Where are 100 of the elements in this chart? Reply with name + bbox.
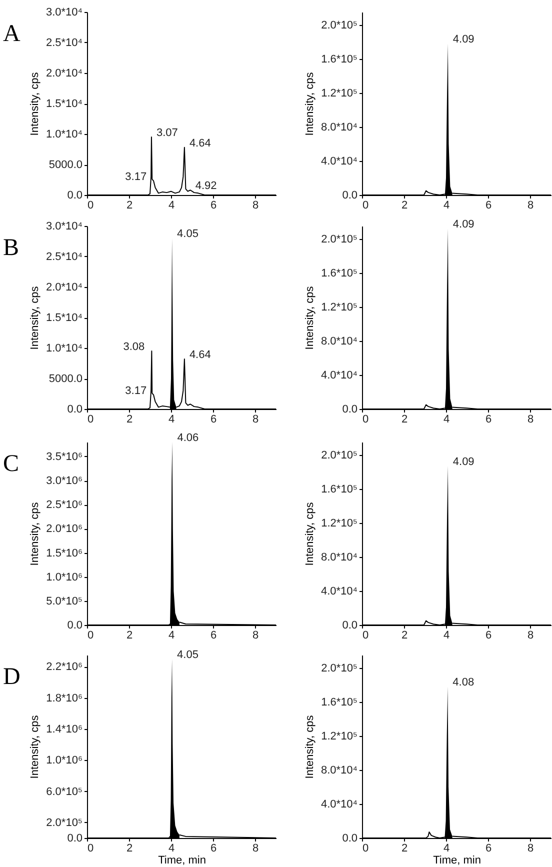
x-tick-label: 0: [88, 414, 94, 426]
x-tick-label: 4: [443, 414, 450, 426]
y-tick-label: 1.4*10⁶: [46, 723, 82, 736]
y-tick-label: 2.0*10⁵: [321, 19, 358, 32]
y-tick-label: 2.0*10⁵: [321, 662, 358, 674]
x-tick-label: 6: [210, 200, 217, 212]
y-tick-label: 1.6*10⁵: [321, 267, 358, 280]
y-tick-label: 8.0*10⁴: [320, 764, 358, 776]
annotation: 4.05: [177, 648, 198, 661]
y-axis-title: Intensity, cps: [304, 286, 316, 350]
y-tick-label: 5000.0: [48, 159, 82, 171]
annotation: 3.08: [123, 341, 145, 354]
y-tick-label: 3.0*10⁶: [46, 475, 82, 488]
y-axis-title: Intensity, cps: [304, 502, 316, 566]
y-tick-label: 1.0*10⁶: [46, 754, 82, 767]
y-tick-label: 2.5*10⁶: [46, 499, 82, 512]
x-tick-label: 8: [527, 630, 534, 642]
y-tick-label: 0.0: [342, 620, 358, 632]
annotation: 4.08: [452, 676, 474, 688]
y-axis-title: Intensity, cps: [29, 714, 42, 779]
chart-title: D: [3, 664, 20, 690]
y-tick-label: 5.0*10⁵: [46, 595, 82, 608]
y-tick-label: 0.0: [67, 404, 82, 416]
annotation: 4.64: [189, 137, 211, 150]
x-tick-label: 0: [362, 630, 369, 642]
x-tick-label: 8: [252, 414, 259, 426]
x-tick-label: 2: [401, 630, 408, 642]
x-axis-title: Time, min: [158, 854, 206, 866]
x-tick-label: 4: [443, 630, 450, 642]
y-axis-title: Intensity, cps: [28, 286, 41, 350]
y-tick-label: 0.0: [342, 832, 358, 844]
x-tick-label: 6: [485, 630, 492, 642]
y-tick-label: 2.5*10⁴: [46, 37, 83, 49]
x-tick-label: 2: [126, 414, 133, 426]
x-tick-label: 6: [210, 630, 217, 642]
y-tick-label: 2.0*10⁴: [46, 282, 83, 294]
x-tick-label: 6: [485, 200, 492, 212]
annotation: 4.09: [452, 218, 474, 231]
y-tick-label: 2.0*10⁴: [46, 68, 83, 80]
x-tick-label: 4: [168, 630, 175, 642]
x-tick-label: 6: [210, 842, 217, 854]
y-tick-label: 1.8*10⁶: [46, 692, 82, 704]
y-tick-label: 1.2*10⁵: [321, 517, 358, 530]
y-tick-label: 4.0*10⁴: [320, 155, 358, 168]
annotation: 4.05: [177, 228, 198, 240]
annotation: 4.64: [189, 348, 211, 361]
x-tick-label: 8: [252, 200, 259, 212]
x-tick-label: 4: [168, 842, 175, 854]
y-tick-label: 4.0*10⁴: [320, 585, 358, 598]
y-tick-label: 1.5*10⁴: [46, 312, 83, 324]
x-tick-label: 2: [401, 414, 408, 426]
x-tick-label: 4: [168, 414, 175, 426]
x-tick-label: 2: [401, 200, 408, 212]
y-tick-label: 3.0*10⁴: [46, 6, 83, 18]
x-tick-label: 4: [168, 200, 175, 212]
y-tick-label: 3.0*10⁴: [46, 220, 83, 232]
y-axis-title: Intensity, cps: [304, 72, 316, 136]
y-tick-label: 2.0*10⁶: [46, 523, 82, 536]
y-axis-title: Intensity, cps: [29, 502, 42, 566]
x-tick-label: 0: [362, 200, 369, 212]
annotation: 3.17: [125, 170, 147, 183]
y-tick-label: 0.0: [342, 190, 358, 202]
y-tick-label: 1.6*10⁵: [321, 696, 358, 708]
x-tick-label: 6: [485, 414, 492, 426]
y-tick-label: 5000.0: [48, 373, 82, 385]
annotation: 4.06: [177, 432, 199, 444]
x-tick-label: 8: [252, 842, 259, 854]
y-tick-label: 1.5*10⁴: [46, 98, 83, 110]
x-axis-title: Time, min: [433, 854, 481, 866]
chart-title: A: [3, 21, 21, 47]
y-tick-label: 8.0*10⁴: [320, 121, 358, 134]
y-tick-label: 1.6*10⁵: [321, 53, 358, 66]
x-tick-label: 2: [126, 200, 133, 212]
y-tick-label: 1.2*10⁵: [321, 301, 358, 314]
annotation: 4.09: [452, 33, 474, 46]
y-axis-title: Intensity, cps: [28, 72, 41, 136]
y-axis-title: Intensity, cps: [304, 714, 316, 779]
y-tick-label: 2.5*10⁴: [46, 251, 83, 263]
y-tick-label: 8.0*10⁴: [320, 335, 358, 348]
y-tick-label: 0.0: [67, 620, 82, 632]
y-tick-label: 0.0: [67, 832, 82, 844]
x-tick-label: 6: [485, 842, 492, 854]
x-tick-label: 2: [126, 842, 133, 854]
y-tick-label: 3.5*10⁶: [46, 450, 82, 463]
y-tick-label: 1.5*10⁶: [46, 547, 82, 560]
annotation: 4.09: [452, 456, 474, 468]
y-tick-label: 1.0*10⁴: [46, 342, 83, 354]
x-tick-label: 2: [126, 630, 133, 642]
y-tick-label: 6.0*10⁵: [46, 786, 82, 798]
y-tick-label: 1.2*10⁵: [321, 87, 358, 100]
y-tick-label: 4.0*10⁴: [320, 369, 358, 382]
annotation: 3.07: [156, 127, 178, 140]
y-tick-label: 8.0*10⁴: [320, 551, 358, 564]
y-tick-label: 0.0: [342, 404, 358, 416]
chart-title: C: [3, 451, 20, 477]
chart-title: B: [3, 235, 20, 261]
x-tick-label: 4: [443, 842, 450, 854]
x-tick-label: 0: [88, 630, 94, 642]
y-tick-label: 1.2*10⁵: [321, 730, 358, 742]
y-tick-label: 1.6*10⁵: [321, 483, 358, 496]
